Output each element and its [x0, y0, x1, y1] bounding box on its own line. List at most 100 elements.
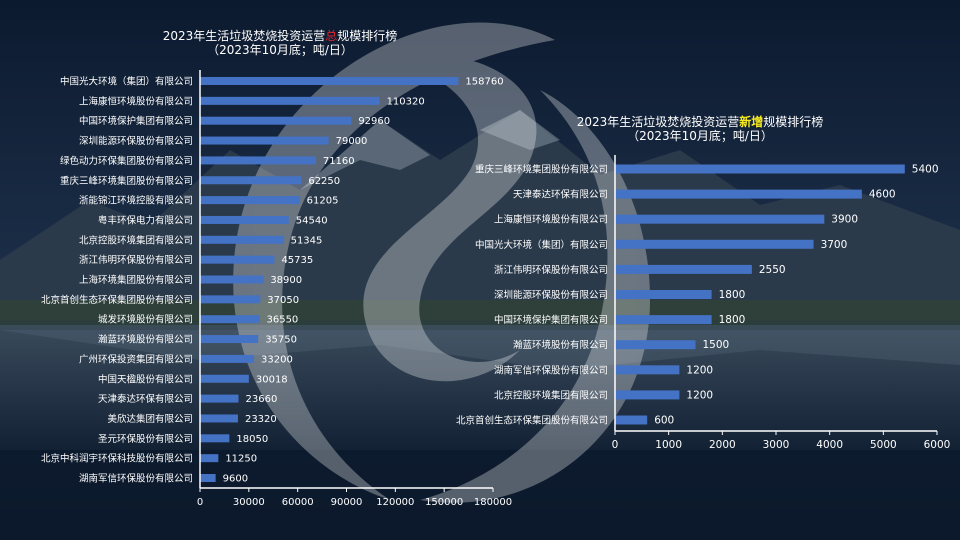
data-label: 92960	[358, 116, 390, 127]
bar	[615, 239, 814, 249]
category-label: 中国天楹股份有限公司	[98, 373, 193, 385]
category-label: 深圳能源环保股份有限公司	[79, 135, 193, 147]
category-label: 中国光大环境（集团）有限公司	[475, 239, 608, 251]
category-label: 天津泰达环保有限公司	[513, 189, 608, 201]
data-label: 1200	[686, 364, 713, 376]
data-label: 33200	[261, 354, 293, 365]
chart-title-total-line: 2023年生活垃圾焚烧投资运营总规模排行榜	[130, 29, 430, 43]
data-label: 158760	[465, 77, 503, 88]
category-label: 上海康恒环境股份有限公司	[494, 214, 608, 226]
data-label: 51345	[291, 235, 323, 246]
x-tick-label: 2000	[709, 439, 736, 451]
chart-title-new: 2023年生活垃圾焚烧投资运营新增规模排行榜 （2023年10月底；吨/日）	[560, 115, 840, 143]
category-label: 浙江伟明环保股份有限公司	[494, 264, 608, 276]
data-label: 61205	[307, 196, 339, 207]
bar	[200, 255, 275, 264]
chart-subtitle-new: （2023年10月底；吨/日）	[627, 129, 773, 143]
title-suffix: 规模排行榜	[763, 115, 824, 129]
title-prefix: 2023年生活垃圾焚烧投资运营	[162, 29, 326, 43]
x-tick-label: 0	[197, 497, 203, 508]
bar	[615, 214, 825, 224]
bar	[615, 290, 712, 299]
category-label: 浙能锦江环境控股有限公司	[79, 195, 193, 207]
bar	[615, 264, 752, 274]
bar	[615, 189, 862, 199]
x-tick-label: 4000	[816, 439, 843, 451]
category-label: 深圳能源环保股份有限公司	[494, 289, 608, 301]
data-label: 11250	[225, 454, 257, 465]
bar	[615, 340, 696, 350]
data-label: 79000	[336, 136, 368, 147]
x-tick-label: 3000	[763, 439, 790, 451]
category-label: 北京中科润宇环保科技股份有限公司	[41, 453, 193, 465]
bar	[200, 454, 219, 463]
x-tick-label: 180000	[474, 497, 512, 508]
category-label: 城发环境股份有限公司	[98, 314, 193, 326]
data-label: 4600	[869, 189, 896, 201]
chart-subtitle-total: （2023年10月底；吨/日）	[207, 43, 353, 57]
bar	[200, 136, 329, 145]
bar	[615, 390, 680, 400]
bar	[200, 176, 302, 185]
bar	[200, 156, 316, 165]
bar	[200, 354, 255, 363]
bar	[200, 215, 289, 224]
data-label: 1800	[719, 314, 746, 326]
title-highlight: 总	[325, 29, 338, 43]
bar	[200, 96, 380, 105]
category-label: 北京控股环境集团有限公司	[494, 389, 608, 401]
bar	[615, 315, 712, 325]
bar	[200, 414, 238, 423]
x-tick-label: 150000	[425, 497, 463, 508]
bar	[615, 415, 648, 425]
data-label: 54540	[296, 215, 328, 226]
chart-title-total: 2023年生活垃圾焚烧投资运营总规模排行榜 （2023年10月底；吨/日）	[130, 29, 430, 57]
category-label: 圣元环保股份有限公司	[98, 433, 193, 445]
data-label: 1500	[703, 339, 730, 351]
data-label: 71160	[323, 156, 355, 167]
data-label: 3900	[831, 214, 858, 226]
data-label: 3700	[821, 239, 848, 251]
bar	[200, 235, 284, 244]
category-label: 重庆三峰环境集团股份有限公司	[475, 164, 608, 176]
x-tick-label: 5000	[870, 439, 897, 451]
bar	[200, 295, 261, 304]
category-label: 广州环保投资集团有限公司	[79, 353, 193, 365]
x-tick-label: 30000	[233, 497, 265, 508]
bar	[615, 365, 680, 375]
category-label: 美欣达集团有限公司	[107, 413, 193, 425]
bar	[615, 164, 905, 174]
category-label: 绿色动力环保集团股份有限公司	[60, 155, 193, 167]
category-label: 中国环境保护集团有限公司	[79, 115, 193, 127]
category-label: 天津泰达环保有限公司	[98, 393, 193, 405]
data-label: 23320	[245, 414, 277, 425]
category-label: 中国光大环境（集团）有限公司	[60, 76, 193, 88]
category-label: 北京首创生态环保集团股份有限公司	[456, 415, 608, 427]
title-prefix: 2023年生活垃圾焚烧投资运营	[576, 115, 740, 129]
data-label: 1800	[719, 289, 746, 301]
data-label: 2550	[759, 264, 786, 276]
data-label: 35750	[265, 335, 297, 346]
category-label: 上海环境集团股份有限公司	[79, 274, 193, 286]
category-label: 粤丰环保电力有限公司	[98, 214, 193, 226]
category-label: 瀚蓝环境股份有限公司	[98, 334, 193, 346]
bar	[200, 275, 264, 284]
data-label: 37050	[267, 295, 299, 306]
category-label: 湖南军信环保股份有限公司	[79, 473, 193, 485]
bar	[200, 374, 249, 383]
title-suffix: 规模排行榜	[337, 29, 398, 43]
bar	[200, 77, 459, 85]
category-label: 北京首创生态环保集团股份有限公司	[41, 294, 193, 306]
data-label: 30018	[256, 374, 288, 385]
x-tick-label: 120000	[376, 497, 414, 508]
data-label: 62250	[308, 176, 340, 187]
chart-title-new-line: 2023年生活垃圾焚烧投资运营新增规模排行榜	[560, 115, 840, 129]
category-label: 浙江伟明环保股份有限公司	[79, 254, 193, 266]
x-tick-label: 0	[612, 439, 619, 451]
data-label: 23660	[246, 394, 278, 405]
category-label: 重庆三峰环境集团股份有限公司	[60, 175, 193, 187]
data-label: 600	[654, 415, 674, 427]
x-tick-label: 90000	[331, 497, 363, 508]
